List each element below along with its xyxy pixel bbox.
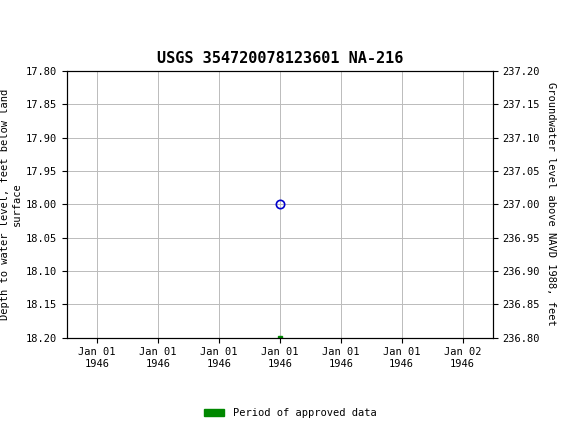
Title: USGS 354720078123601 NA-216: USGS 354720078123601 NA-216 (157, 51, 403, 66)
Y-axis label: Groundwater level above NAVD 1988, feet: Groundwater level above NAVD 1988, feet (546, 83, 556, 326)
Text: USGS: USGS (61, 9, 103, 23)
Legend: Period of approved data: Period of approved data (200, 404, 380, 423)
Y-axis label: Depth to water level, feet below land
surface: Depth to water level, feet below land su… (0, 89, 21, 320)
